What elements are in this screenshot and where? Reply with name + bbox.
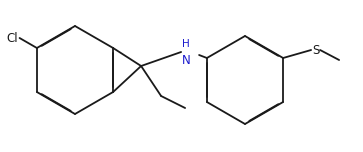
Text: S: S [312,43,319,57]
Text: H: H [182,39,190,49]
Text: Cl: Cl [6,31,17,45]
Text: N: N [182,54,191,67]
